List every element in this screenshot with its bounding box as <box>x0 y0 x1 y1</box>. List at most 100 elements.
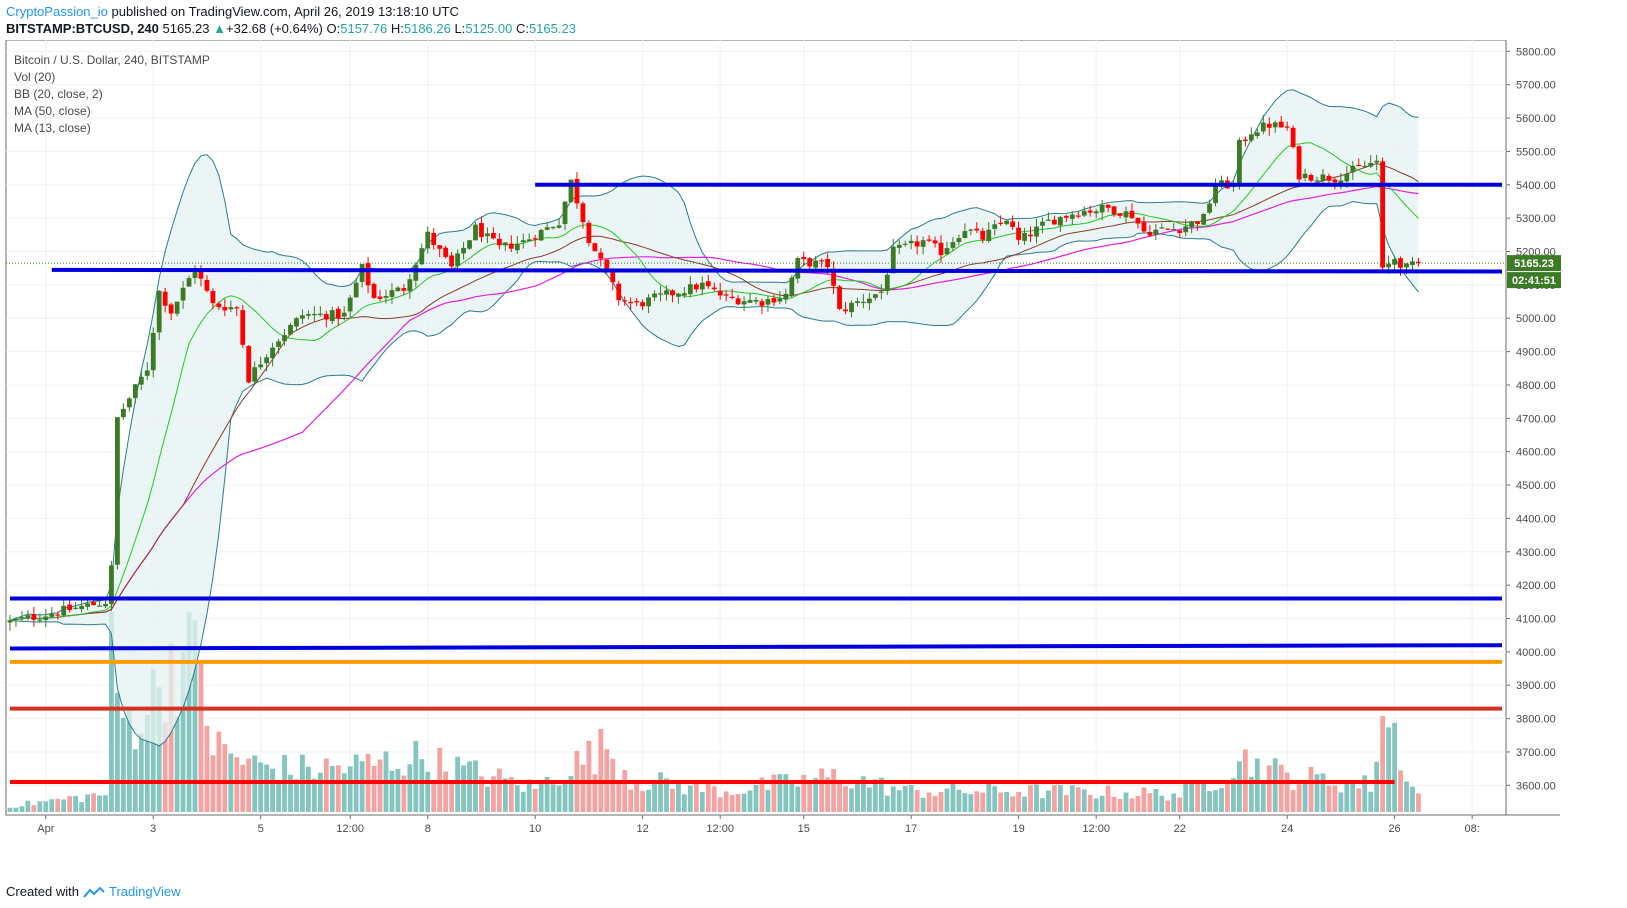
candle-body <box>1392 259 1397 265</box>
candle-body <box>234 307 240 309</box>
legend-bb[interactable]: BB (20, close, 2) <box>14 87 103 101</box>
volume-bar <box>622 770 628 812</box>
volume-bar <box>729 794 735 812</box>
candle-body <box>681 293 687 296</box>
candle-body <box>658 293 663 295</box>
time-tick-label: 12 <box>636 823 648 835</box>
volume-bar <box>1356 788 1362 812</box>
candle-body <box>371 284 377 298</box>
horizontal-support-line[interactable] <box>51 267 1503 274</box>
candle-body <box>210 291 216 304</box>
volume-bar <box>717 797 723 812</box>
volume-bar <box>55 798 61 812</box>
tradingview-logo-icon <box>83 886 105 898</box>
volume-bar <box>747 790 753 812</box>
candle-body <box>1135 217 1141 224</box>
candle-body <box>1410 261 1415 265</box>
candle-body <box>365 263 371 286</box>
candle-body <box>1338 180 1344 184</box>
volume-bar <box>1410 786 1415 812</box>
volume-bar <box>347 766 353 812</box>
candle-body <box>1296 146 1302 180</box>
volume-bar <box>1123 792 1129 812</box>
legend-vol[interactable]: Vol (20) <box>14 70 56 84</box>
candle-body <box>443 247 449 257</box>
volume-bar <box>670 788 675 812</box>
volume-bar <box>1231 778 1236 812</box>
legend-ma13[interactable]: MA (13, close) <box>14 121 91 135</box>
volume-bar <box>7 807 13 812</box>
author-link[interactable]: CryptoPassion_io <box>6 4 108 19</box>
volume-bar <box>1290 790 1296 812</box>
volume-bar <box>467 761 472 812</box>
candle-body <box>485 233 490 237</box>
horizontal-support-line[interactable] <box>9 643 1503 651</box>
volume-bar <box>395 768 401 812</box>
candle-body <box>717 290 723 296</box>
volume-bar <box>568 776 574 812</box>
volume-bar <box>550 784 556 812</box>
price-tick-label: 4200.00 <box>1516 580 1556 592</box>
volume-bar <box>855 781 860 812</box>
tradingview-brand[interactable]: TradingView <box>108 884 181 899</box>
candle-body <box>735 298 741 305</box>
volume-bar <box>1368 791 1374 812</box>
volume-bar <box>908 784 914 812</box>
candle-body <box>1063 215 1069 218</box>
candle-body <box>1201 214 1206 225</box>
volume-bar <box>681 794 687 812</box>
candle-body <box>1386 263 1392 268</box>
volume-bar <box>1332 785 1338 812</box>
volume-bar <box>1380 716 1386 812</box>
volume-bar <box>222 744 228 812</box>
candle-body <box>1081 210 1087 216</box>
candle-body <box>1284 126 1290 128</box>
volume-bar <box>437 747 443 812</box>
candle-body <box>520 240 526 243</box>
symbol-line: BITSTAMP:BTCUSD, 240 5165.23 ▲+32.68 (+0… <box>6 21 576 36</box>
candle-body <box>1129 210 1135 219</box>
price-tick-label: 4600.00 <box>1516 447 1556 459</box>
price-chart[interactable]: 5800.00 5700.00 5600.00 5500.00 5400.00 5300.… <box>0 40 1627 880</box>
candle-body <box>1344 173 1350 182</box>
candle-body <box>878 291 884 293</box>
candle-body <box>496 238 502 246</box>
volume-bar <box>234 757 240 812</box>
candle-body <box>1123 211 1129 218</box>
volume-bar <box>616 781 622 812</box>
time-tick-label: 26 <box>1388 823 1400 835</box>
countdown-tag-label: 02:41:51 <box>1512 275 1556 287</box>
candle-body <box>419 248 425 265</box>
candle-body <box>968 229 974 231</box>
volume-bar <box>306 766 311 812</box>
candle-body <box>1177 230 1183 234</box>
candle-body <box>216 303 222 308</box>
candle-body <box>323 314 329 320</box>
volume-bar <box>592 774 598 812</box>
high-value: 5186.26 <box>403 21 451 36</box>
volume-bar <box>109 612 114 812</box>
volume-bar <box>288 774 293 812</box>
volume-bar <box>496 768 502 812</box>
candle-body <box>1290 127 1296 148</box>
volume-bar <box>1165 800 1171 812</box>
time-tick-label: 19 <box>1012 823 1024 835</box>
volume-bar <box>1392 722 1397 812</box>
candle-body <box>1237 139 1242 184</box>
volume-bar <box>1129 798 1135 812</box>
candle-body <box>544 227 550 230</box>
candle-body <box>425 231 431 249</box>
price-tick-label: 3600.00 <box>1516 780 1556 792</box>
volume-bar <box>85 794 90 812</box>
candle-body <box>258 364 264 368</box>
volume-bar <box>628 789 634 812</box>
candle-body <box>789 277 795 296</box>
volume-bar <box>479 776 484 812</box>
legend-ma50[interactable]: MA (50, close) <box>14 104 91 118</box>
candle-body <box>998 222 1004 224</box>
volume-bar <box>962 793 968 812</box>
candle-body <box>73 607 79 609</box>
volume-bar <box>359 761 365 812</box>
volume-bar <box>240 764 246 812</box>
volume-bar <box>377 759 383 812</box>
